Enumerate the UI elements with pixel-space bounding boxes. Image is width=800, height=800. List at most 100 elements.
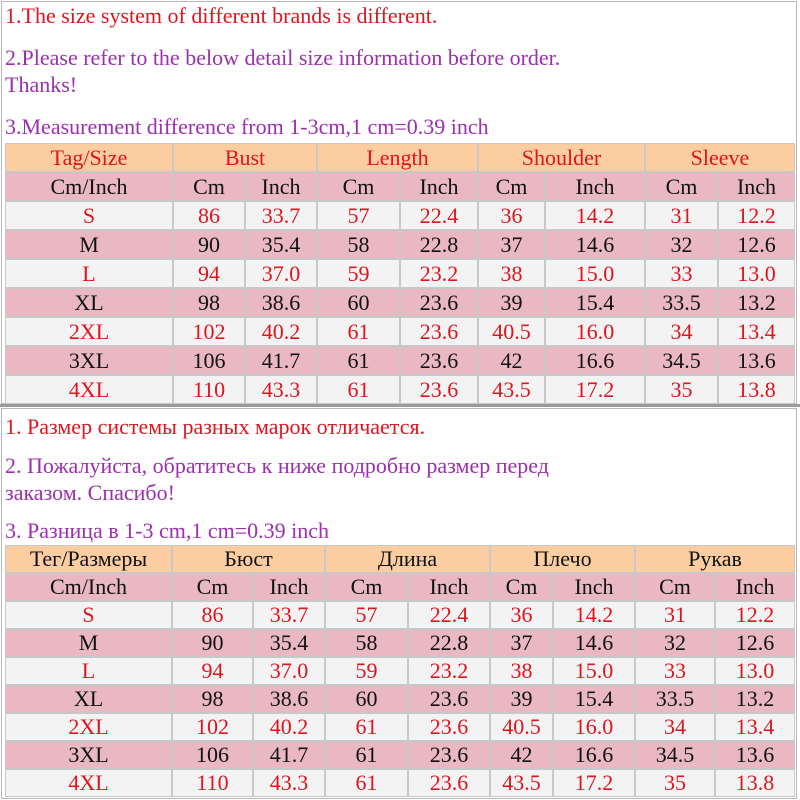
- size-value: 59: [317, 259, 400, 288]
- size-label: 4XL: [5, 375, 173, 404]
- size-value: 22.8: [408, 629, 490, 657]
- size-value: 33.5: [645, 288, 718, 317]
- size-value: 40.2: [253, 713, 325, 741]
- size-value: 15.0: [545, 259, 645, 288]
- size-value: 40.5: [478, 317, 545, 346]
- column-header: Length: [317, 143, 478, 172]
- size-value: 33.7: [253, 601, 325, 629]
- size-value: 38.6: [245, 288, 317, 317]
- size-value: 23.6: [408, 769, 490, 797]
- size-label: XL: [5, 288, 173, 317]
- column-header: Bust: [173, 143, 317, 172]
- size-value: 16.6: [553, 741, 635, 769]
- size-value: 34: [635, 713, 715, 741]
- size-value: 22.4: [408, 601, 490, 629]
- size-value: 16.6: [545, 346, 645, 375]
- size-value: 37: [478, 230, 545, 259]
- size-value: 12.6: [718, 230, 795, 259]
- size-value: 32: [635, 629, 715, 657]
- size-value: 14.6: [553, 629, 635, 657]
- unit-header: Inch: [400, 172, 478, 201]
- size-value: 14.2: [545, 201, 645, 230]
- unit-header: Inch: [253, 573, 325, 601]
- size-value: 23.6: [400, 317, 478, 346]
- size-value: 35: [645, 375, 718, 404]
- note: 1. Размер системы разных марок отличаетс…: [5, 414, 426, 439]
- size-value: 38.6: [253, 685, 325, 713]
- size-label: M: [5, 629, 172, 657]
- size-value: 33: [645, 259, 718, 288]
- size-value: 23.6: [400, 375, 478, 404]
- unit-header: Cm/Inch: [5, 172, 173, 201]
- size-value: 36: [490, 601, 553, 629]
- size-value: 32: [645, 230, 718, 259]
- column-header: Shoulder: [478, 143, 645, 172]
- size-value: 102: [172, 713, 253, 741]
- size-value: 61: [325, 713, 408, 741]
- size-value: 23.2: [408, 657, 490, 685]
- size-value: 86: [172, 601, 253, 629]
- column-header: Бюст: [172, 545, 325, 573]
- size-label: M: [5, 230, 173, 259]
- column-header: Tag/Size: [5, 143, 173, 172]
- size-value: 12.2: [715, 601, 795, 629]
- size-value: 13.8: [715, 769, 795, 797]
- size-value: 98: [172, 685, 253, 713]
- unit-header: Cm: [645, 172, 718, 201]
- size-value: 39: [490, 685, 553, 713]
- size-value: 34.5: [645, 346, 718, 375]
- size-value: 106: [172, 741, 253, 769]
- column-header: Sleeve: [645, 143, 795, 172]
- size-label: 4XL: [5, 769, 172, 797]
- size-value: 35: [635, 769, 715, 797]
- unit-header: Cm/Inch: [5, 573, 172, 601]
- size-value: 23.6: [408, 741, 490, 769]
- size-value: 42: [478, 346, 545, 375]
- unit-header: Cm: [635, 573, 715, 601]
- size-value: 38: [478, 259, 545, 288]
- size-value: 90: [172, 629, 253, 657]
- size-value: 33.7: [245, 201, 317, 230]
- size-value: 13.4: [715, 713, 795, 741]
- size-value: 37.0: [253, 657, 325, 685]
- size-value: 38: [490, 657, 553, 685]
- size-value: 33: [635, 657, 715, 685]
- size-value: 60: [325, 685, 408, 713]
- size-value: 34.5: [635, 741, 715, 769]
- size-value: 39: [478, 288, 545, 317]
- unit-header: Inch: [545, 172, 645, 201]
- size-value: 23.2: [400, 259, 478, 288]
- size-value: 110: [172, 769, 253, 797]
- size-value: 60: [317, 288, 400, 317]
- size-value: 15.4: [545, 288, 645, 317]
- column-header: Рукав: [635, 545, 795, 573]
- size-value: 86: [173, 201, 245, 230]
- size-value: 12.2: [718, 201, 795, 230]
- size-value: 57: [325, 601, 408, 629]
- size-value: 17.2: [545, 375, 645, 404]
- separator: [0, 404, 800, 407]
- note: 1.The size system of different brands is…: [5, 3, 438, 28]
- size-value: 23.6: [408, 685, 490, 713]
- size-value: 16.0: [553, 713, 635, 741]
- size-value: 61: [317, 317, 400, 346]
- note: заказом. Спасибо!: [5, 480, 175, 505]
- column-header: Тег/Размеры: [5, 545, 172, 573]
- size-value: 110: [173, 375, 245, 404]
- size-label: L: [5, 657, 172, 685]
- unit-header: Inch: [408, 573, 490, 601]
- size-value: 35.4: [253, 629, 325, 657]
- section-frame: [1, 408, 797, 799]
- size-value: 41.7: [253, 741, 325, 769]
- unit-header: Cm: [317, 172, 400, 201]
- size-value: 94: [172, 657, 253, 685]
- unit-header: Cm: [172, 573, 253, 601]
- size-value: 59: [325, 657, 408, 685]
- size-label: L: [5, 259, 173, 288]
- size-value: 43.5: [478, 375, 545, 404]
- size-value: 90: [173, 230, 245, 259]
- unit-header: Inch: [245, 172, 317, 201]
- size-value: 13.6: [715, 741, 795, 769]
- unit-header: Cm: [490, 573, 553, 601]
- size-value: 40.2: [245, 317, 317, 346]
